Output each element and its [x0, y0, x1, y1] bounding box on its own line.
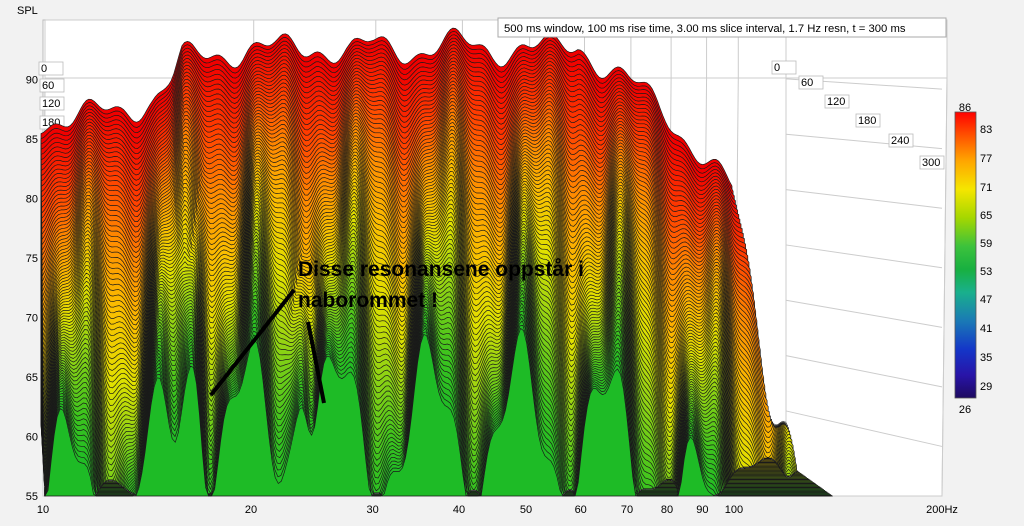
grid-line-side-1: [785, 355, 943, 388]
colorbar-tick-83: 83: [980, 124, 992, 136]
time-label-right-box-240: [888, 133, 914, 148]
colorbar-tick-71: 71: [980, 182, 992, 194]
info-box-frame: [497, 17, 947, 38]
y-tick-55: 55: [26, 491, 38, 503]
x-tick-0: 10: [37, 504, 49, 516]
grid-line-side-3: [785, 244, 943, 269]
x-tick-8: 90: [696, 504, 708, 516]
time-label-left-120: 120: [42, 98, 60, 110]
x-tick-5: 60: [575, 504, 587, 516]
time-label-left-box-0: [38, 61, 64, 76]
waterfall-slice-89: [44, 328, 833, 497]
annotation-arrow-right: [306, 321, 326, 404]
colorbar-tick-86: 86: [959, 102, 971, 114]
info-box: 500 ms window, 100 ms rise time, 3.00 ms…: [497, 17, 947, 38]
colorbar-tick-26: 26: [959, 404, 971, 416]
grid-line-side-2: [785, 299, 943, 328]
colorbar: 86 83 77 71 65 59 53 47 41 35 29 26: [954, 102, 992, 416]
colorbar-tick-35: 35: [980, 352, 992, 364]
x-tick-4: 50: [520, 504, 532, 516]
time-label-left-box-120: [39, 96, 65, 111]
time-label-right-box-120: [824, 94, 850, 109]
colorbar-gradient: [954, 111, 977, 399]
time-label-left-0: 0: [41, 63, 47, 75]
x-tick-6: 70: [621, 504, 633, 516]
x-tick-7: 80: [661, 504, 673, 516]
x-tick-1: 20: [245, 504, 257, 516]
x-tick-10: 200Hz: [926, 504, 958, 516]
time-label-right-box-300: [919, 155, 945, 170]
time-label-right-180: 180: [858, 115, 876, 127]
time-label-right-box-60: [798, 75, 824, 90]
time-label-left-60: 60: [42, 80, 54, 92]
x-tick-2: 30: [367, 504, 379, 516]
y-tick-75: 75: [26, 253, 38, 265]
grid-line-side-0: [785, 410, 943, 447]
waterfall-slices: [40, 27, 833, 497]
grid-line-side-4: [785, 189, 943, 209]
y-tick-90: 90: [26, 75, 38, 87]
colorbar-tick-77: 77: [980, 153, 992, 165]
y-tick-80: 80: [26, 194, 38, 206]
colorbar-tick-53: 53: [980, 266, 992, 278]
colorbar-tick-65: 65: [980, 210, 992, 222]
y-tick-70: 70: [26, 313, 38, 325]
x-tick-3: 40: [453, 504, 465, 516]
annotation-line-2: naborommet !: [298, 289, 438, 312]
colorbar-tick-59: 59: [980, 238, 992, 250]
colorbar-tick-47: 47: [980, 294, 992, 306]
time-label-right-box-0: [771, 60, 797, 75]
time-label-right-300: 300: [922, 157, 940, 169]
y-axis-label: SPL: [17, 5, 38, 17]
annotation: Disse resonansene oppstår i naborommet !: [209, 258, 584, 404]
annotation-arrow-left: [209, 288, 296, 397]
colorbar-tick-29: 29: [980, 381, 992, 393]
time-label-left-box-60: [39, 78, 65, 93]
y-tick-85: 85: [26, 134, 38, 146]
time-label-right-240: 240: [891, 135, 909, 147]
y-axis-ticks: 55 60 65 70 75 80 85 90: [26, 75, 38, 504]
x-axis-ticks: 10 20 30 40 50 60 70 80 90 100 200Hz: [37, 504, 958, 516]
annotation-line-1: Disse resonansene oppstår i: [298, 258, 584, 281]
grid-line-side-5: [785, 133, 943, 150]
grid-line-floor-10: [941, 77, 948, 497]
time-label-right-60: 60: [801, 77, 813, 89]
info-text: 500 ms window, 100 ms rise time, 3.00 ms…: [504, 23, 906, 35]
y-tick-60: 60: [26, 432, 38, 444]
colorbar-tick-41: 41: [980, 323, 992, 335]
time-label-right-0: 0: [774, 62, 780, 74]
x-tick-9: 100: [725, 504, 743, 516]
time-label-right-120: 120: [827, 96, 845, 108]
y-tick-65: 65: [26, 372, 38, 384]
time-label-right-box-180: [855, 113, 881, 128]
